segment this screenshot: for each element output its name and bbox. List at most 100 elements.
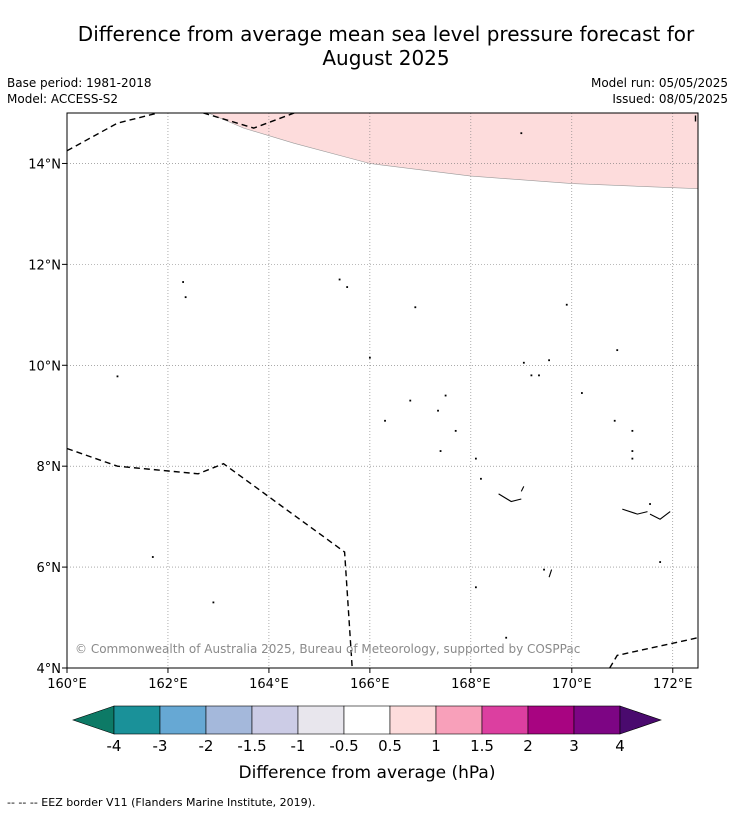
graticule [67, 113, 698, 668]
eez-border-line [203, 113, 295, 129]
island-mark [474, 586, 477, 589]
x-tick-label: 172°E [653, 677, 693, 692]
colorbar-tick-label: -1 [291, 737, 306, 755]
x-tick-label: 166°E [350, 677, 390, 692]
island-mark [522, 361, 525, 364]
colorbar-bin [435, 705, 483, 735]
island-mark [613, 419, 616, 422]
base-period: Base period: 1981-2018 [7, 76, 152, 90]
colorbar-tick-label: -1.5 [237, 737, 266, 755]
eez-border-line [67, 113, 159, 152]
plot-background [67, 113, 698, 668]
title-line-2: August 2025 [322, 46, 450, 70]
x-tick-label: 164°E [249, 677, 289, 692]
island-mark [548, 359, 550, 362]
model-run: Model run: 05/05/2025 [590, 76, 728, 90]
x-tick-label: 162°E [148, 677, 188, 692]
island-mark [182, 281, 185, 283]
y-tick-label: 10°N [28, 359, 61, 374]
island-mark [631, 457, 634, 460]
colorbar: -4 -3 -2 -1.5 -1 -0.5 0.5 1 1.5 2 3 4 [72, 705, 662, 755]
axis-ticks: 160°E 162°E 164°E 166°E 168°E 170°E 172°E 4°N 6°… [28, 157, 692, 692]
colorbar-bin [481, 705, 529, 735]
pressure-anomaly-region [208, 113, 698, 189]
model-name: Model: ACCESS-S2 [7, 92, 119, 106]
colorbar-bin [343, 705, 391, 735]
eez-borders [67, 113, 698, 668]
y-tick-label: 6°N [37, 561, 62, 576]
island-mark [520, 132, 523, 135]
colorbar-tick-label: -3 [153, 737, 168, 755]
y-tick-label: 12°N [28, 258, 61, 273]
island-mark [474, 457, 477, 460]
eez-border-line [609, 637, 698, 668]
colorbar-low-extension [72, 705, 115, 735]
island-mark [151, 556, 154, 558]
island-mark [212, 601, 215, 604]
x-tick-label: 160°E [47, 677, 87, 692]
colorbar-tick-label: 1.5 [470, 737, 494, 755]
island-mark [580, 392, 583, 394]
island-mark [530, 374, 533, 377]
island-mark [437, 409, 439, 412]
colorbar-tick-label: -4 [107, 737, 122, 755]
atoll-outline [498, 493, 522, 503]
plot-area: © Commonwealth of Australia 2025, Bureau… [67, 113, 698, 668]
chart-title: Difference from average mean sea level p… [0, 22, 736, 70]
island-mark [338, 278, 341, 281]
plot-frame [66, 112, 699, 669]
island-mark [505, 636, 508, 639]
atoll-outline [649, 511, 671, 520]
x-tick-label: 168°E [451, 677, 491, 692]
island-mark [414, 306, 417, 309]
colorbar-tick-label: 1 [431, 737, 441, 755]
island-mark [659, 561, 662, 563]
meta-left: Base period: 1981-2018 Model: ACCESS-S2 [7, 75, 152, 107]
colorbar-bin [113, 705, 161, 735]
island-mark [384, 419, 386, 422]
colorbar-title: Difference from average (hPa) [239, 763, 496, 783]
island-mark [346, 286, 349, 288]
colorbar-bin [527, 705, 575, 735]
island-mark [538, 374, 540, 377]
island-mark [409, 399, 412, 402]
colorbar-bin [389, 705, 437, 735]
island-mark [454, 429, 457, 432]
y-tick-label: 4°N [37, 662, 62, 677]
atoll-outline [622, 508, 648, 515]
pressure-anomaly-edge [208, 113, 698, 189]
island-mark [543, 568, 545, 571]
colorbar-bin [159, 705, 207, 735]
colorbar-tick-label: 3 [569, 737, 579, 755]
colorbar-bin [573, 705, 621, 735]
atoll-outline [520, 486, 525, 492]
eez-legend-note: -- -- -- EEZ border V11 (Flanders Marine… [7, 796, 316, 809]
title-line-1: Difference from average mean sea level p… [77, 22, 695, 46]
colorbar-bin [251, 705, 299, 735]
colorbar-bin [297, 705, 345, 735]
colorbar-tick-label: -0.5 [329, 737, 358, 755]
y-tick-label: 14°N [28, 157, 61, 172]
island-mark [480, 477, 482, 480]
colorbar-tick-label: 0.5 [378, 737, 402, 755]
atoll-outline [548, 569, 553, 578]
issued-date: Issued: 08/05/2025 [612, 92, 728, 106]
colorbar-high-extension [619, 705, 662, 735]
x-tick-label: 170°E [552, 677, 592, 692]
island-mark [439, 450, 442, 452]
copyright-notice: © Commonwealth of Australia 2025, Bureau… [75, 642, 580, 656]
island-mark [368, 356, 371, 359]
island-mark [631, 429, 634, 432]
y-tick-label: 8°N [37, 460, 62, 475]
island-mark [116, 375, 119, 378]
colorbar-bin [205, 705, 253, 735]
island-mark [565, 303, 568, 306]
island-mark [649, 503, 651, 505]
island-mark [616, 349, 619, 352]
colorbar-tick-label: 2 [523, 737, 533, 755]
eez-border-line [67, 447, 353, 668]
colorbar-tick-label: 4 [615, 737, 625, 755]
island-mark [631, 450, 634, 452]
island-mark [444, 394, 447, 397]
